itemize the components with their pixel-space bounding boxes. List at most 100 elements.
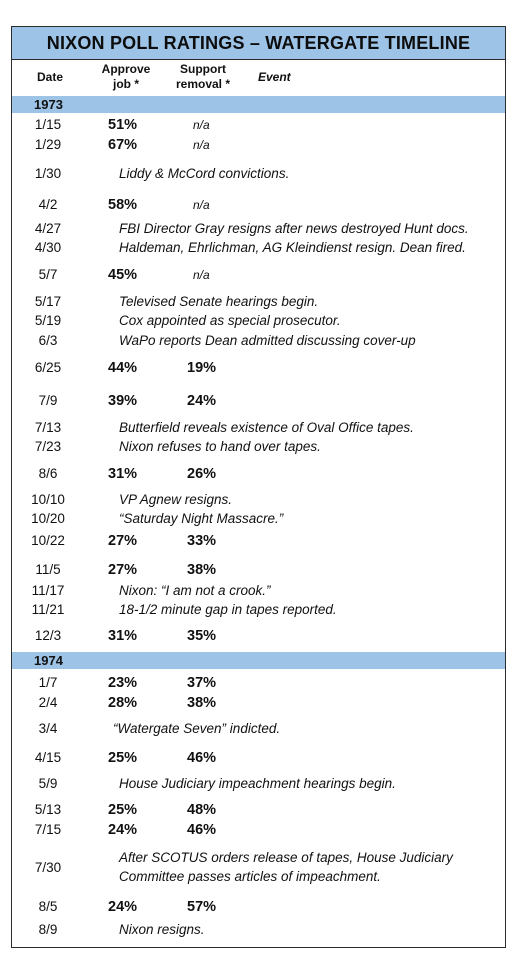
row-support: 24% [187, 393, 217, 409]
row-approve: 39% [108, 393, 138, 409]
column-header-support-line2: removal * [175, 77, 231, 91]
row-approve: 67% [108, 137, 138, 153]
row-event: Liddy & McCord convictions. [119, 166, 290, 181]
row-date: 7/23 [34, 439, 62, 454]
row-event: VP Agnew resigns. [119, 492, 233, 507]
row-approve: 27% [108, 562, 138, 578]
row-approve: 44% [108, 360, 138, 376]
table-row: 7/23 Nixon refuses to hand over tapes. [0, 438, 521, 456]
row-date: 1/15 [34, 117, 62, 132]
table-row: 1/7 23% 37% [0, 674, 521, 692]
column-header-support-line1: Support [180, 62, 226, 76]
row-support: 26% [187, 466, 217, 482]
row-approve: 27% [108, 533, 138, 549]
row-support: 57% [187, 899, 217, 915]
column-header-approve-line2: job * [113, 77, 139, 91]
table-row: 2/4 28% 38% [0, 694, 521, 712]
row-event: Haldeman, Ehrlichman, AG Kleindienst res… [119, 240, 466, 255]
table-row: 6/3 WaPo reports Dean admitted discussin… [0, 332, 521, 350]
table-row: 5/17 Televised Senate hearings begin. [0, 293, 521, 311]
row-date: 7/30 [34, 860, 62, 875]
row-date: 4/15 [34, 750, 62, 765]
row-approve: 25% [108, 750, 138, 766]
year-bar-1974: 1974 [12, 652, 505, 669]
row-date: 8/9 [38, 922, 58, 937]
row-date: 8/5 [38, 899, 58, 914]
row-support: 19% [187, 360, 217, 376]
row-support: 38% [187, 562, 217, 578]
row-approve: 23% [108, 675, 138, 691]
row-support: 37% [187, 675, 217, 691]
row-date: 11/5 [35, 562, 61, 577]
table-row: 8/9 Nixon resigns. [0, 921, 521, 939]
table-row: 7/15 24% 46% [0, 821, 521, 839]
row-support: n/a [193, 268, 210, 282]
row-approve: 24% [108, 899, 138, 915]
row-date: 5/7 [38, 267, 58, 282]
row-date: 5/19 [34, 313, 62, 328]
row-support: 38% [187, 695, 217, 711]
row-approve: 28% [108, 695, 138, 711]
table-row: 5/7 45% n/a [0, 266, 521, 284]
row-date: 11/17 [31, 583, 65, 598]
row-event: Nixon: “I am not a crook.” [119, 583, 271, 598]
row-event: “Watergate Seven” indicted. [113, 721, 281, 736]
table-row: 5/9 House Judiciary impeachment hearings… [0, 775, 521, 793]
row-support: 33% [187, 533, 217, 549]
title-bar: NIXON POLL RATINGS – WATERGATE TIMELINE [12, 27, 505, 60]
table-row: 11/17 Nixon: “I am not a crook.” [0, 582, 521, 600]
row-date: 7/9 [38, 393, 58, 408]
table-row: 4/15 25% 46% [0, 749, 521, 767]
row-approve: 25% [108, 802, 138, 818]
row-date: 4/30 [34, 240, 62, 255]
row-support: n/a [193, 138, 210, 152]
table-row: 4/30 Haldeman, Ehrlichman, AG Kleindiens… [0, 239, 521, 257]
column-header-date: Date [36, 70, 63, 84]
row-approve: 51% [108, 117, 138, 133]
row-support: n/a [193, 118, 210, 132]
row-date: 1/29 [34, 137, 62, 152]
row-event: WaPo reports Dean admitted discussing co… [119, 333, 416, 348]
row-approve: 31% [108, 628, 138, 644]
row-support: 46% [187, 750, 217, 766]
row-date: 5/13 [34, 802, 62, 817]
table-row: 5/13 25% 48% [0, 801, 521, 819]
page-title: NIXON POLL RATINGS – WATERGATE TIMELINE [46, 32, 471, 53]
table-row: 12/3 31% 35% [0, 627, 521, 645]
table-row: 7/13 Butterfield reveals existence of Ov… [0, 419, 521, 437]
row-date: 12/3 [34, 628, 62, 643]
row-date: 4/27 [34, 221, 62, 236]
table-frame [11, 26, 506, 948]
row-approve: 45% [108, 267, 138, 283]
table-row: 8/5 24% 57% [0, 898, 521, 916]
table-row: 3/4 “Watergate Seven” indicted. [0, 720, 521, 738]
table-row: 10/20 “Saturday Night Massacre.” [0, 510, 521, 528]
table-row: 5/19 Cox appointed as special prosecutor… [0, 312, 521, 330]
row-date: 1/30 [34, 166, 62, 181]
row-approve: 31% [108, 466, 138, 482]
row-date: 6/3 [38, 333, 58, 348]
row-date: 11/21 [31, 602, 65, 617]
table-row: 7/30 After SCOTUS orders release of tape… [0, 850, 521, 884]
table-row: 6/25 44% 19% [0, 359, 521, 377]
row-approve: 58% [108, 197, 138, 213]
row-support: 35% [187, 628, 217, 644]
row-event: House Judiciary impeachment hearings beg… [119, 776, 396, 791]
row-date: 5/17 [34, 294, 62, 309]
row-event: Televised Senate hearings begin. [119, 294, 319, 309]
row-date: 1/7 [38, 675, 58, 690]
row-support: 48% [187, 802, 217, 818]
row-date: 10/20 [31, 511, 65, 526]
row-date: 10/22 [31, 533, 65, 548]
row-approve: 24% [108, 822, 138, 838]
row-event-line2: Committee passes articles of impeachment… [119, 869, 381, 884]
row-support: 46% [187, 822, 217, 838]
table-row: 8/6 31% 26% [0, 465, 521, 483]
row-date: 7/15 [34, 822, 62, 837]
table-row: 11/5 27% 38% [0, 561, 521, 579]
table-row: 1/15 51% n/a [0, 116, 521, 134]
year-label: 1973 [34, 97, 63, 112]
table-row: 7/9 39% 24% [0, 392, 521, 410]
column-header-approve-line1: Approve [101, 62, 151, 76]
row-event: Nixon refuses to hand over tapes. [119, 439, 321, 454]
